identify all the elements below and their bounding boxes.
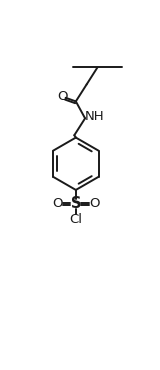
Text: O: O (52, 197, 63, 210)
Text: O: O (89, 197, 100, 210)
Text: NH: NH (84, 110, 104, 123)
Text: S: S (71, 196, 81, 211)
Text: O: O (57, 90, 68, 103)
Text: Cl: Cl (69, 213, 82, 226)
